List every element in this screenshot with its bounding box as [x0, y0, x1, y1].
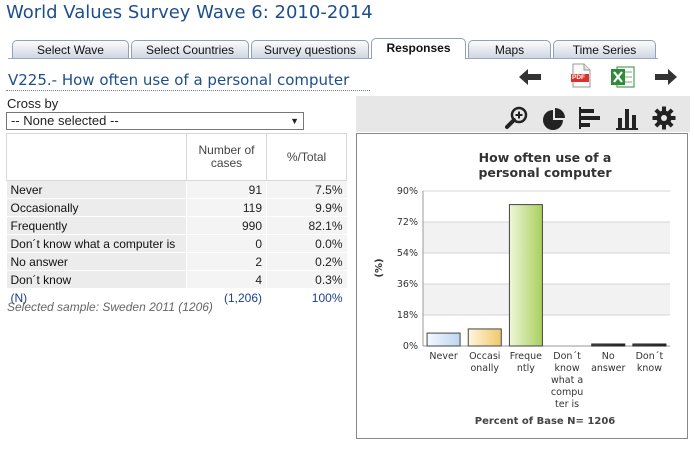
row-percent: 0.3% — [266, 270, 347, 289]
table-row: Occasionally 119 9.9% — [6, 198, 347, 217]
chart-title: How often use of a personal computer — [478, 150, 612, 180]
pdf-export-button[interactable]: PDF — [571, 63, 591, 88]
table-header-blank — [6, 133, 187, 181]
row-percent: 82.1% — [266, 216, 347, 235]
excel-icon[interactable] — [610, 65, 636, 89]
bar-5[interactable] — [632, 343, 667, 347]
forward-arrow-icon[interactable] — [653, 68, 679, 86]
table-row: Don´t know 4 0.3% — [6, 270, 347, 289]
row-cases: 0 — [186, 234, 267, 253]
row-label: No answer — [6, 252, 187, 271]
row-label: Occasionally — [6, 198, 187, 217]
bar-chart: How often use of a personal computer 0% 18… — [374, 150, 670, 427]
bar-4[interactable] — [591, 343, 626, 347]
table-row: Never 91 7.5% — [6, 180, 347, 199]
pdf-icon — [571, 63, 591, 88]
tab-time-series[interactable]: Time Series — [553, 40, 656, 58]
responses-table: Number of cases %/Total Never 91 7.5% Oc… — [6, 133, 347, 307]
y-tick-label: 18% — [397, 310, 418, 321]
row-percent: 0.2% — [266, 252, 347, 271]
y-tick-label: 90% — [397, 186, 418, 197]
table-row: Frequently 990 82.1% — [6, 216, 347, 235]
chart-panel: How often use of a personal computer 0% 18… — [356, 133, 688, 439]
grid-band — [423, 315, 670, 346]
y-tick-label: 0% — [403, 341, 418, 352]
row-percent: 7.5% — [266, 180, 347, 199]
chevron-down-icon: ▼ — [290, 116, 299, 126]
column-header-total: %/Total — [266, 133, 347, 181]
table-row: Don´t know what a computer is 0 0.0% — [6, 234, 347, 253]
tab-survey-questions[interactable]: Survey questions — [251, 40, 369, 58]
x-tick-label: Freque ntly — [510, 351, 542, 374]
bar-0[interactable] — [426, 332, 461, 347]
y-tick-label: 72% — [397, 217, 418, 228]
vertical-bar-icon[interactable] — [615, 106, 639, 130]
table-row: No answer 2 0.2% — [6, 252, 347, 271]
grid-band — [423, 222, 670, 253]
tabs-baseline — [8, 58, 658, 59]
tab-maps[interactable]: Maps — [468, 40, 551, 58]
total-label: (N) — [6, 288, 187, 307]
column-header-cases: Number of cases — [186, 133, 267, 181]
tab-responses[interactable]: Responses — [371, 38, 466, 59]
gear-icon[interactable] — [652, 106, 676, 130]
y-tick-label: 36% — [397, 279, 418, 290]
grid-band — [423, 191, 670, 222]
pie-chart-icon[interactable] — [542, 107, 566, 131]
x-tick-label: Never — [429, 351, 457, 362]
table-header-row: Number of cases %/Total — [6, 133, 347, 181]
back-arrow-icon[interactable] — [517, 68, 543, 86]
page-title: World Values Survey Wave 6: 2010-2014 — [6, 2, 373, 23]
crossby-select[interactable]: -- None selected -- ▼ — [6, 112, 304, 130]
row-label: Don´t know what a computer is — [6, 234, 187, 253]
y-tick-label: 54% — [397, 248, 418, 259]
tab-select-countries[interactable]: Select Countries — [131, 40, 249, 58]
y-axis-label: (%) — [374, 258, 385, 277]
pdf-icon-label: PDF — [572, 74, 585, 81]
question-title: V225.- How often use of a personal compu… — [8, 71, 350, 89]
crossby-label: Cross by — [7, 96, 59, 111]
row-cases: 2 — [186, 252, 267, 271]
row-percent: 0.0% — [266, 234, 347, 253]
horizontal-bar-icon[interactable] — [579, 106, 601, 130]
bar-1[interactable] — [467, 328, 502, 347]
row-percent: 9.9% — [266, 198, 347, 217]
total-percent: 100% — [266, 288, 347, 307]
row-cases: 4 — [186, 270, 267, 289]
x-tick-label: Don´t know — [636, 351, 664, 374]
row-cases: 119 — [186, 198, 267, 217]
row-cases: 990 — [186, 216, 267, 235]
row-label: Frequently — [6, 216, 187, 235]
row-label: Don´t know — [6, 270, 187, 289]
zoom-icon[interactable] — [505, 106, 529, 130]
x-tick-label: Occasi onally — [469, 351, 500, 374]
x-tick-label: Don´t know what a compu ter is — [551, 351, 583, 410]
crossby-selected-value: -- None selected -- — [11, 113, 119, 128]
row-cases: 91 — [186, 180, 267, 199]
selected-sample-note: Selected sample: Sweden 2011 (1206) — [7, 300, 213, 314]
x-tick-label: No answer — [591, 351, 625, 374]
x-axis-label: Percent of Base N= 1206 — [475, 416, 616, 427]
table-total-row: (N) (1,206) 100% — [6, 288, 347, 307]
grid-band — [423, 253, 670, 284]
question-underline — [6, 90, 370, 91]
row-label: Never — [6, 180, 187, 199]
tab-select-wave[interactable]: Select Wave — [12, 40, 129, 58]
grid-band — [423, 284, 670, 315]
bar-2[interactable] — [508, 204, 543, 347]
total-cases: (1,206) — [186, 288, 267, 307]
